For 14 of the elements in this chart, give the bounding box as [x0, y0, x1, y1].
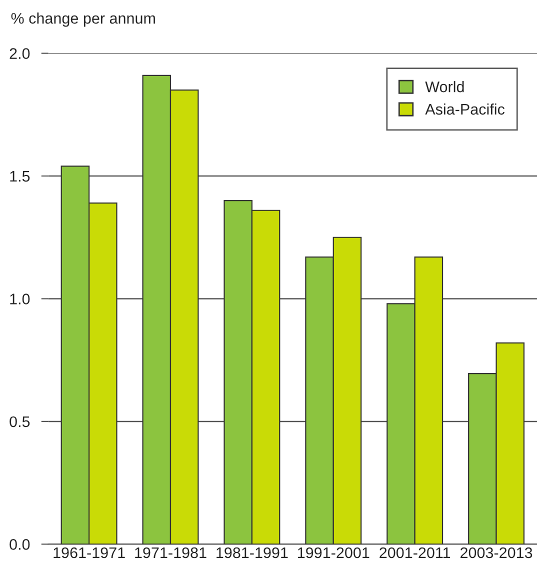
x-tick-label: 1961-1971 [54, 547, 125, 558]
x-tick-label: 2001-2011 [380, 547, 450, 558]
legend-label: Asia-Pacific [425, 103, 505, 115]
y-tick-label: 0.5 [10, 416, 30, 428]
legend-label: World [425, 81, 464, 92]
y-tick-label: 2.0 [10, 48, 30, 59]
x-tick-label: 2003-2013 [460, 547, 532, 558]
y-tick-label: 0.0 [10, 539, 30, 550]
y-axis-title: % change per annum [11, 12, 155, 27]
x-tick-label: 1991-2001 [298, 547, 370, 558]
y-tick-label: 1.5 [10, 171, 30, 182]
x-tick-label: 1971-1981 [135, 547, 206, 558]
y-tick-label: 1.0 [10, 294, 30, 304]
x-tick-label: 1981-1991 [216, 547, 288, 558]
